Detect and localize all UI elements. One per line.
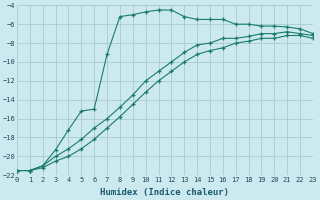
X-axis label: Humidex (Indice chaleur): Humidex (Indice chaleur) xyxy=(100,188,229,197)
